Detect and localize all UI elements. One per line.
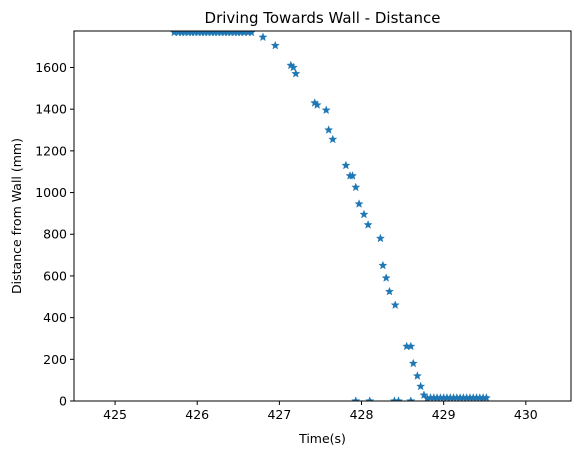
data-point (351, 182, 361, 192)
data-point (312, 100, 322, 109)
y-tick-label: 1600 (35, 60, 67, 75)
data-point (288, 62, 298, 72)
y-axis: 0 200 400 600 800 1000 1200 1400 1600 (35, 60, 74, 409)
data-point (258, 32, 268, 42)
data-point (363, 220, 373, 229)
x-tick-label: 429 (432, 407, 456, 422)
data-point (378, 260, 388, 270)
y-tick-label: 800 (43, 227, 67, 242)
x-tick-label: 425 (103, 407, 127, 422)
y-tick-label: 600 (43, 268, 67, 283)
y-axis-label: Distance from Wall (mm) (9, 138, 24, 294)
data-point (324, 125, 334, 134)
data-point (341, 160, 351, 170)
data-point (291, 68, 301, 78)
y-tick-label: 400 (43, 310, 67, 325)
data-point (347, 171, 358, 180)
data-point (270, 40, 280, 50)
y-tick-label: 200 (43, 352, 67, 367)
x-tick-label: 428 (350, 407, 374, 422)
data-point (416, 381, 426, 391)
data-point (393, 396, 404, 401)
x-tick-label: 427 (267, 407, 291, 422)
data-point (390, 300, 400, 309)
data-point (328, 134, 338, 144)
y-tick-label: 1400 (35, 102, 67, 117)
y-tick-label: 1000 (35, 185, 67, 200)
data-point (359, 209, 369, 219)
y-tick-label: 1200 (35, 143, 67, 158)
data-point (365, 396, 375, 401)
data-point (408, 358, 418, 368)
data-point (412, 371, 422, 380)
y-tick-label: 0 (59, 394, 67, 409)
data-point (406, 396, 416, 401)
data-point (375, 233, 385, 243)
plot-frame (73, 30, 572, 402)
data-point (351, 396, 361, 401)
data-point (384, 286, 394, 296)
x-tick-label: 430 (514, 407, 538, 422)
chart-title: Driving Towards Wall - Distance (205, 9, 441, 27)
data-point (481, 393, 491, 401)
data-point (321, 105, 331, 115)
data-point (406, 341, 416, 351)
x-tick-label: 426 (185, 407, 209, 422)
data-point (419, 390, 429, 400)
data-point (381, 273, 391, 282)
data-point (354, 199, 364, 208)
x-axis-label: Time(s) (298, 431, 346, 446)
x-axis: 425 426 427 428 429 430 (103, 401, 538, 422)
